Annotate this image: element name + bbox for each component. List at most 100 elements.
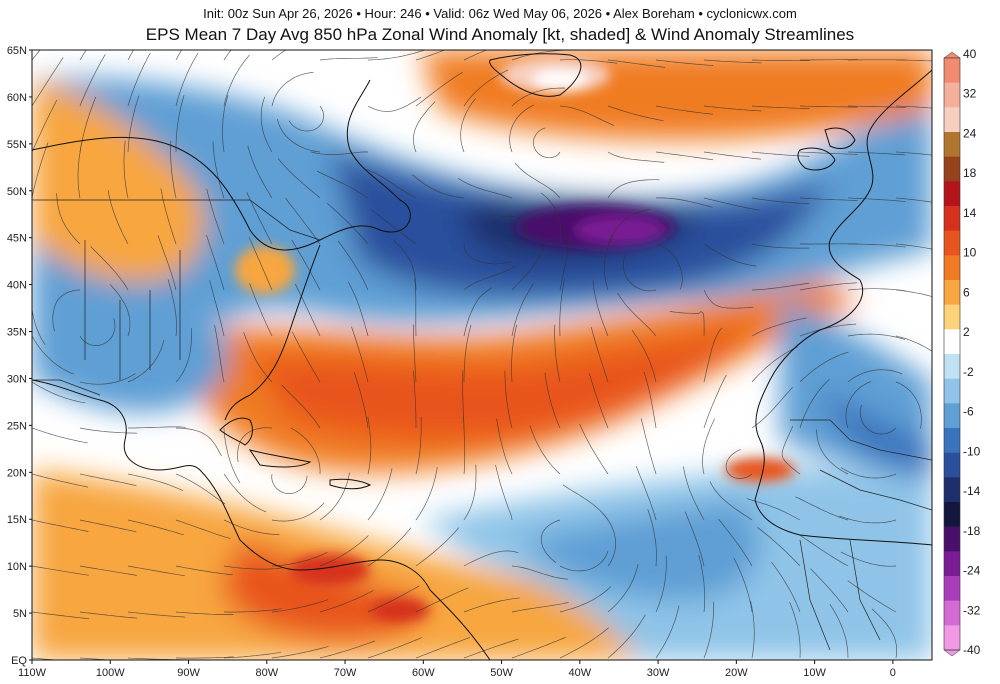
streamline [414,278,417,337]
colorbar-swatch [944,576,960,601]
streamline [392,239,417,291]
colorbar-swatch [944,600,960,626]
streamline [709,481,753,521]
lat-tick-label: 35N [7,327,27,339]
streamline [703,151,762,160]
borders [32,199,932,651]
colorbar-swatch [944,107,960,133]
streamline [90,246,129,291]
streamline [224,608,282,613]
streamline [463,69,509,107]
colorbar-swatch [944,477,960,503]
lon-tick-label: 20W [725,667,748,679]
streamline [32,99,58,153]
streamline [655,605,680,659]
streamline [109,284,131,337]
streamline [277,119,321,153]
streamline [839,515,897,524]
streamline [607,564,639,613]
streamline [175,328,192,383]
streamline [367,50,425,61]
streamline [32,142,49,199]
streamline [703,197,761,211]
streamline [847,369,903,383]
streamline [847,580,897,613]
streamline [319,640,376,659]
colorbar-label: -32 [963,603,981,617]
streamline [175,50,183,61]
streamline [463,50,488,61]
streamline [367,96,422,112]
streamline [463,287,492,337]
streamline [829,604,849,659]
streamline [896,59,932,62]
streamline [702,418,716,475]
streamline [458,178,513,199]
colorbar-swatch [944,132,960,157]
streamline [511,282,535,337]
streamline [847,288,906,292]
streamline [623,254,657,292]
streamline [206,189,225,245]
streamline [415,416,422,475]
streamline [175,611,234,615]
streamline [799,323,857,337]
lat-tick-label: 5N [13,608,27,620]
streamline [810,568,849,613]
streamline [370,208,417,245]
streamline [751,317,807,337]
streamline [859,404,897,435]
lat-tick-label: 10N [7,561,27,573]
colorbar-label: -24 [963,564,981,578]
streamline [703,327,723,383]
streamline [718,518,753,567]
streamline [847,105,906,108]
streamline [589,373,609,429]
streamline [271,473,308,494]
colorbar-label: 10 [963,246,977,260]
streamline [617,293,657,337]
streamline [895,289,932,297]
streamline [496,418,513,475]
lat-tick-label: 50N [7,186,27,198]
longitude-axis: 110W 100W 90W 80W 70W 60W 50W 40W 30W 20W 10W 0 [18,660,896,679]
lon-tick-label: 40W [569,667,592,679]
lon-tick-label: 30W [647,667,670,679]
streamline [367,585,420,613]
streamline [285,197,321,245]
streamline [79,611,138,619]
streamline [579,423,609,475]
streamline [559,233,571,291]
colorbar-swatch [944,551,960,577]
streamline [511,324,518,383]
map-frame [31,49,933,661]
lon-tick-label: 90W [177,667,200,679]
streamline [79,519,137,533]
streamline [175,565,233,576]
streamline [655,151,714,161]
streamline [32,657,62,660]
colorbar-swatch [944,181,960,207]
streamline [607,208,651,245]
colorbar-label: 32 [963,87,977,101]
header: Init: 00z Sun Apr 26, 2026 • Hour: 246 •… [0,0,1000,48]
colorbar-label: -18 [963,524,981,538]
colorbar-label: 2 [963,325,970,339]
streamline [223,50,232,61]
colorbar-label: -14 [963,484,981,498]
streamline [559,105,614,126]
streamline [848,243,906,248]
streamline [725,449,753,479]
colorbar-swatch [944,502,960,527]
streamline [592,280,609,337]
streamline [559,278,565,337]
streamline [514,162,561,199]
streamline [415,71,463,107]
streamline [895,335,932,352]
streamline [845,381,872,429]
streamline [128,426,186,429]
streamline [511,565,568,580]
streamline [604,234,615,291]
streamline [412,324,417,383]
streamline [559,586,612,613]
